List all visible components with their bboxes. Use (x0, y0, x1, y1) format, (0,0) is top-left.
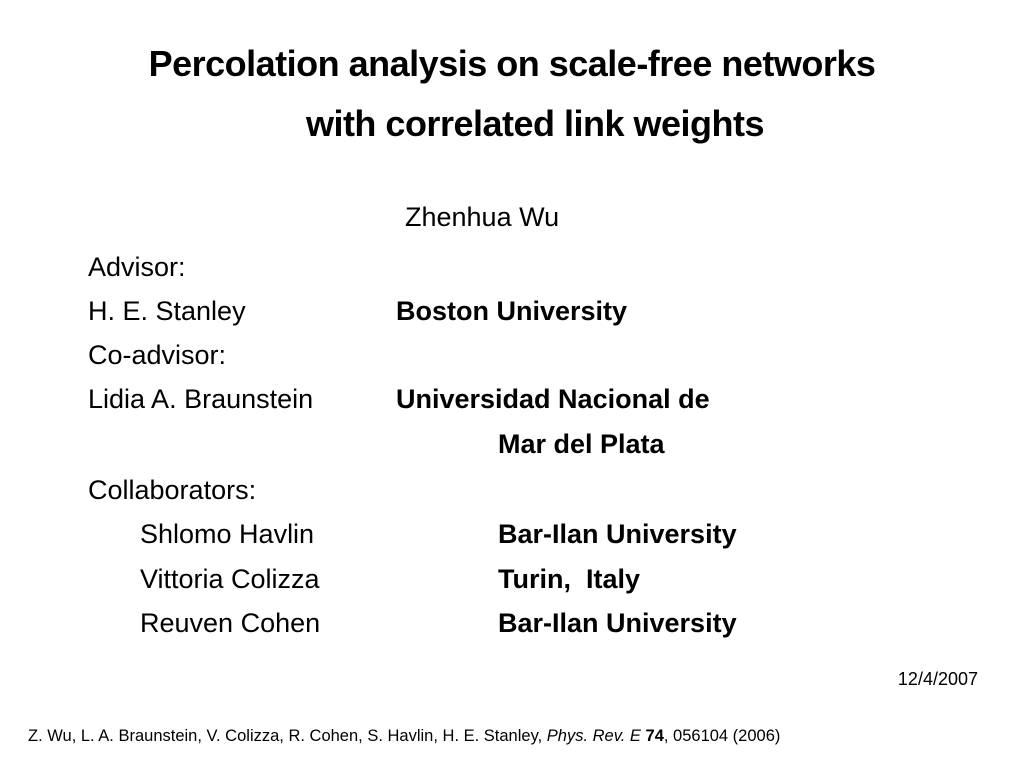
affiliation: Bar-Ilan University (498, 519, 737, 549)
date: 12/4/2007 (897, 669, 978, 689)
affiliation: Mar del Plata (498, 429, 665, 459)
affiliation: Universidad Nacional de (396, 384, 710, 414)
role-label: Advisor: (88, 252, 186, 282)
role-label: Co-advisor: (88, 340, 227, 370)
citation-rest: , 056104 (2006) (663, 727, 781, 745)
citation-volume: 74 (645, 727, 664, 745)
role-label: Collaborators: (88, 475, 257, 505)
author: Zhenhua Wu (405, 202, 560, 232)
person-name: H. E. Stanley (88, 296, 246, 326)
title-line: Percolation analysis on scale-free netwo… (148, 43, 876, 84)
affiliation: Bar-Ilan University (498, 608, 737, 638)
citation-journal: Phys. Rev. E (546, 727, 641, 745)
person-name: Vittoria Colizza (140, 564, 320, 594)
citation-authors: Z. Wu, L. A. Braunstein, V. Colizza, R. … (28, 727, 547, 745)
person-name: Lidia A. Braunstein (88, 384, 314, 414)
person-name: Shlomo Havlin (140, 519, 315, 549)
affiliation: Turin, Italy (498, 564, 641, 594)
affiliation: Boston University (396, 296, 628, 326)
title-line: with correlated link weights (305, 103, 765, 144)
person-name: Reuven Cohen (140, 608, 321, 638)
citation: Z. Wu, L. A. Braunstein, V. Colizza, R. … (28, 728, 780, 745)
